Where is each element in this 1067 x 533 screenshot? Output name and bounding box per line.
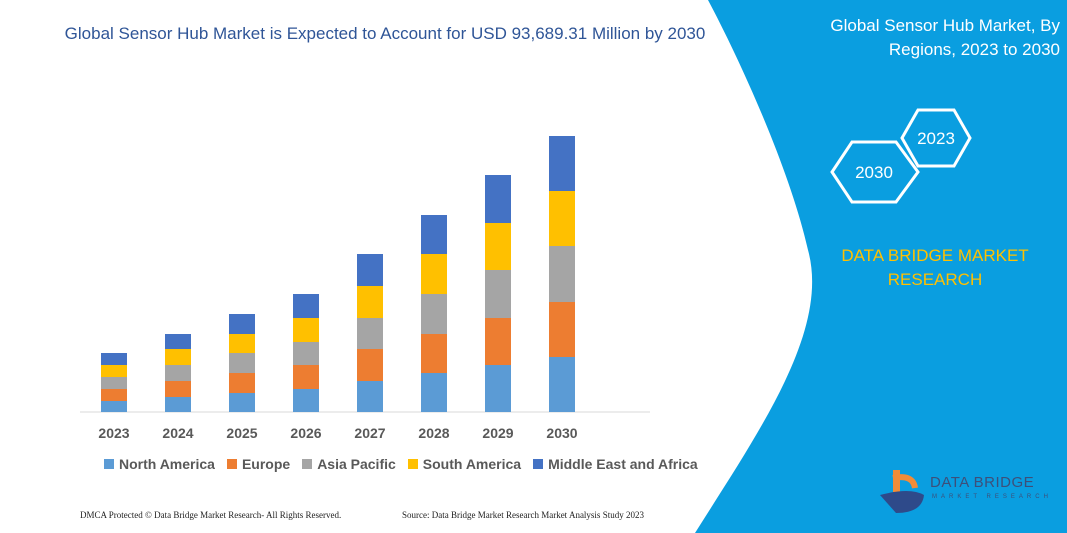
bar-segment xyxy=(421,294,447,334)
bar-segment xyxy=(549,136,575,191)
legend-swatch xyxy=(104,459,114,469)
side-panel xyxy=(695,0,1067,533)
logo-icon xyxy=(880,470,924,513)
x-tick-label: 2029 xyxy=(482,425,513,441)
bar-segment xyxy=(165,381,191,397)
bar-segment xyxy=(101,365,127,377)
brand-text: DATA BRIDGE MARKET RESEARCH xyxy=(841,246,1029,289)
logo-text: DATA BRIDGE xyxy=(930,474,1035,491)
legend-swatch xyxy=(302,459,313,469)
bar-segment xyxy=(421,215,447,254)
legend-swatch xyxy=(407,459,418,469)
x-tick-label: 2025 xyxy=(226,425,257,441)
bar-segment xyxy=(293,365,319,389)
bar-segment xyxy=(485,270,511,318)
bar-segment xyxy=(293,389,319,412)
bar-segment xyxy=(229,314,255,334)
bar-segment xyxy=(549,191,575,246)
bar-segment xyxy=(357,286,383,318)
legend-item: North America xyxy=(104,456,215,472)
legend-item: South America xyxy=(407,456,522,472)
hexagon-2023 xyxy=(900,108,972,168)
bar-segment xyxy=(485,365,511,412)
x-tick-label: 2027 xyxy=(354,425,385,441)
legend: North America Europe Asia Pacific South Ame… xyxy=(104,456,698,472)
x-tick-label: 2026 xyxy=(290,425,321,441)
bar-segment xyxy=(229,373,255,393)
footer-copyright: DMCA Protected © Data Bridge Market Rese… xyxy=(80,510,342,520)
bar-segment xyxy=(357,254,383,286)
legend-label: Middle East and Africa xyxy=(548,456,698,472)
legend-swatch xyxy=(226,459,237,469)
legend-item: Asia Pacific xyxy=(302,456,396,472)
hexagon-2030 xyxy=(830,140,920,204)
x-tick-label: 2028 xyxy=(418,425,449,441)
bar-segment xyxy=(229,393,255,412)
stacked-bar-chart: 2023 2024 2025 2026 2027 2028 2029 2030 xyxy=(80,136,650,441)
chart-title: Global Sensor Hub Market is Expected to … xyxy=(64,24,706,43)
bar-segment xyxy=(357,318,383,349)
bar-segment xyxy=(485,223,511,270)
legend-label: South America xyxy=(422,456,522,472)
x-tick-label: 2024 xyxy=(162,425,193,441)
bar-segment xyxy=(485,318,511,365)
bar-segment xyxy=(357,381,383,412)
bar-segment xyxy=(485,175,511,223)
bar-segment xyxy=(101,401,127,412)
bar-segment xyxy=(293,342,319,365)
bar-segment xyxy=(101,377,127,389)
legend-label: North America xyxy=(119,456,215,472)
logo-subtext: MARKET RESEARCH xyxy=(932,494,1052,500)
bar-segment xyxy=(421,254,447,294)
bar-segment xyxy=(165,349,191,365)
bar-segment xyxy=(165,365,191,381)
legend-item: Europe xyxy=(226,456,291,472)
bar-segment xyxy=(421,334,447,373)
bar-segment xyxy=(293,294,319,318)
bar-segment xyxy=(229,334,255,353)
panel-title: Global Sensor Hub Market, By Regions, 20… xyxy=(830,16,1060,59)
bar-segment xyxy=(357,349,383,381)
bar-segment xyxy=(549,302,575,357)
bar-segment xyxy=(101,353,127,365)
bar-segment xyxy=(293,318,319,342)
bar-segment xyxy=(421,373,447,412)
hex-label-2030: 2030 xyxy=(855,163,893,182)
bar-segment xyxy=(549,246,575,302)
bar-segment xyxy=(549,357,575,412)
footer-source: Source: Data Bridge Market Research Mark… xyxy=(402,510,644,520)
bar-segment xyxy=(165,334,191,349)
hex-label-2023: 2023 xyxy=(917,129,955,148)
bar-segment xyxy=(101,389,127,401)
x-tick-label: 2023 xyxy=(98,425,129,441)
x-tick-label: 2030 xyxy=(546,425,577,441)
legend-label: Asia Pacific xyxy=(317,456,396,472)
bar-segment xyxy=(165,397,191,412)
legend-item: Middle East and Africa xyxy=(533,456,698,472)
legend-label: Europe xyxy=(241,456,291,472)
legend-swatch xyxy=(533,459,544,469)
bar-segment xyxy=(229,353,255,373)
